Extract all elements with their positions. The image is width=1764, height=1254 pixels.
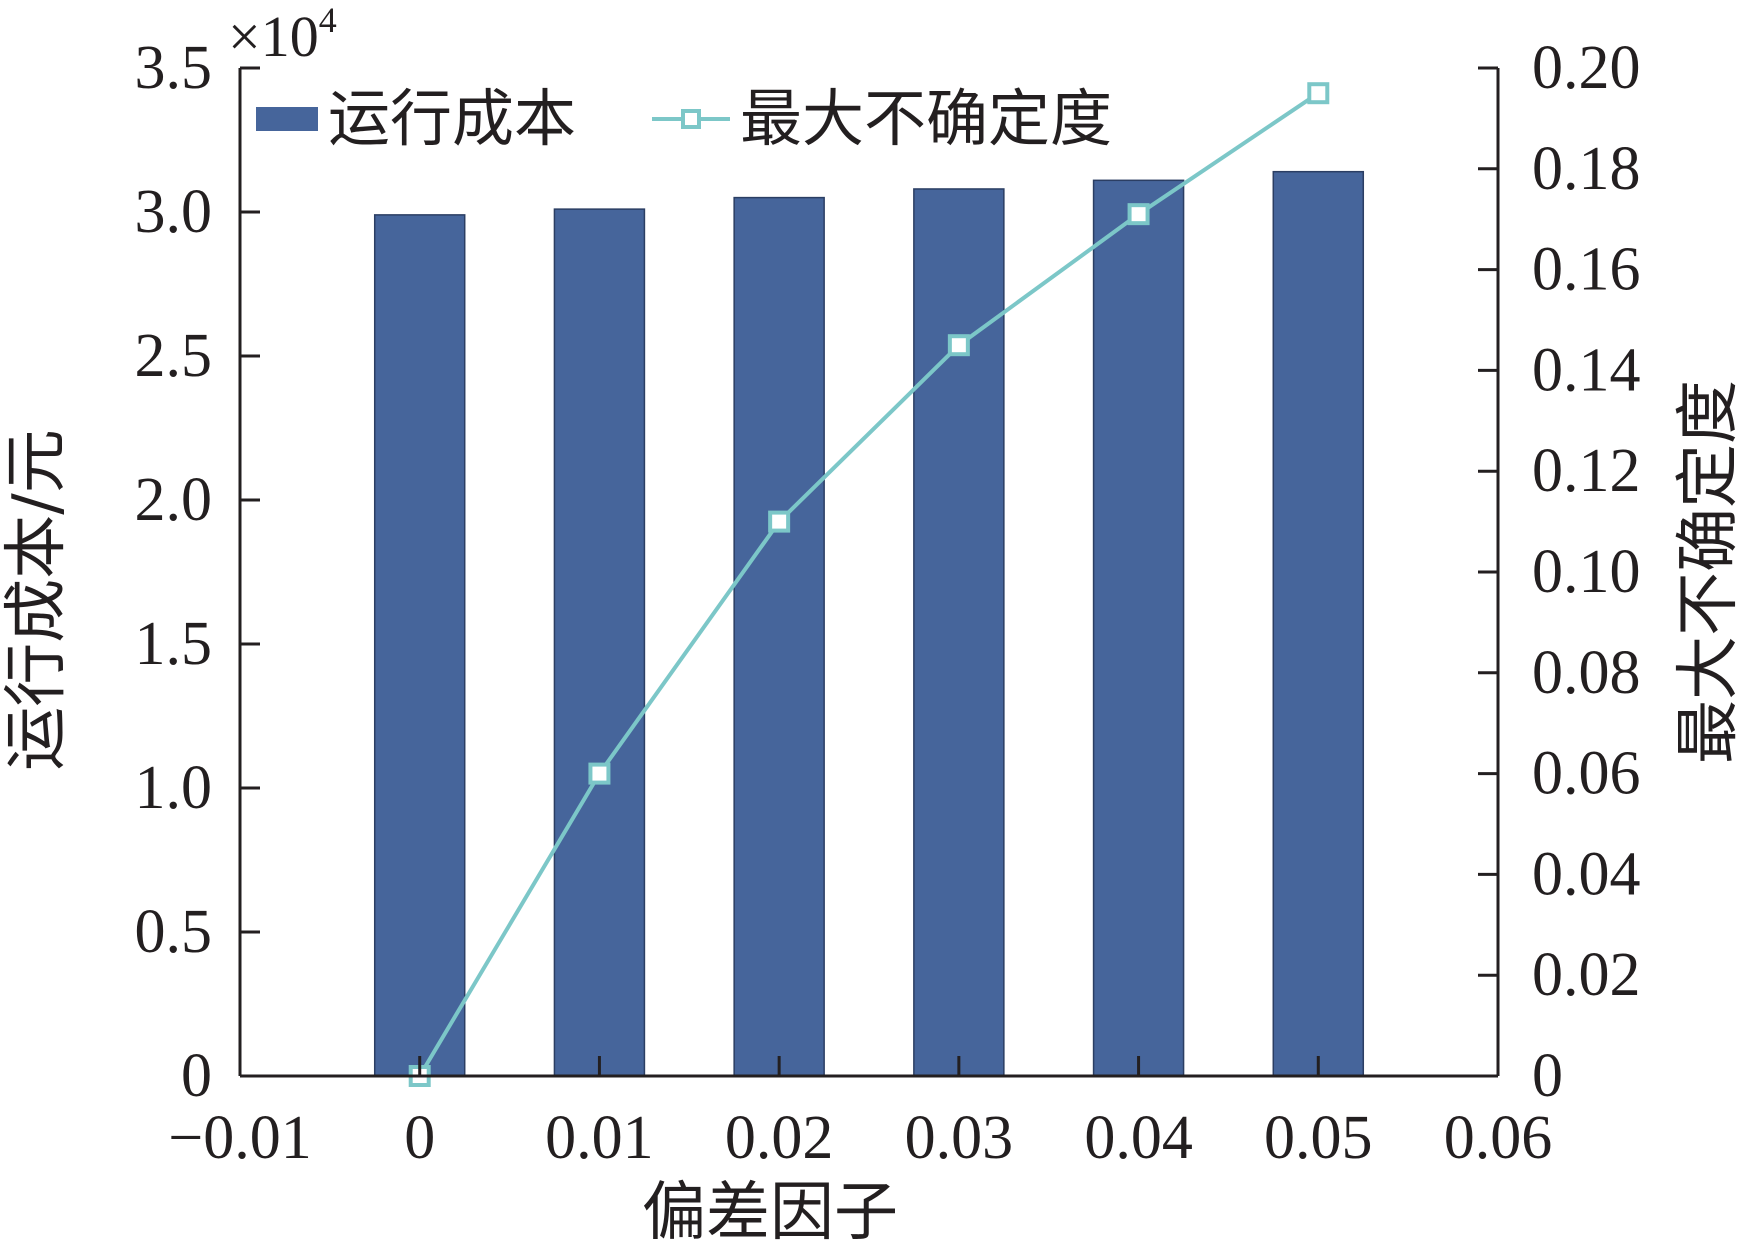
right-tick-label-2: 0.04: [1532, 840, 1641, 908]
plot-area: 0 0.5 1.0 1.5 2.0 2.5 3.0 3.5 0 0.02 0.04 0.06 0.08 0…: [135, 34, 1641, 1172]
left-tick-label-7: 3.5: [135, 34, 213, 102]
legend-bar-swatch: [256, 107, 318, 131]
x-tick-label-5: 0.04: [1084, 1104, 1193, 1172]
x-tick-label-0: −0.01: [168, 1104, 311, 1172]
left-tick-label-5: 2.5: [135, 322, 213, 390]
x-tick-label-3: 0.02: [725, 1104, 834, 1172]
x-tick-label-2: 0.01: [545, 1104, 654, 1172]
right-tick-label-1: 0.02: [1532, 941, 1641, 1009]
left-axis-title: 运行成本/元: [0, 429, 74, 771]
legend-line-marker: [681, 109, 701, 129]
left-tick-label-1: 0.5: [135, 898, 213, 966]
bar-2: [733, 196, 825, 1077]
line-point-2: [768, 510, 791, 533]
line-point-1: [588, 762, 611, 785]
legend-bar-label: 运行成本: [328, 82, 576, 155]
right-tick-label-6: 0.12: [1532, 437, 1641, 505]
bar-0: [373, 214, 466, 1077]
right-tick-label-10: 0.20: [1532, 34, 1641, 102]
left-axis-multiplier: ×104: [228, 0, 337, 69]
right-tick-label-0: 0: [1532, 1042, 1563, 1110]
legend: 运行成本 最大不确定度: [256, 82, 1112, 155]
right-tick-label-5: 0.10: [1532, 538, 1641, 606]
right-tick-label-4: 0.08: [1532, 639, 1641, 707]
right-axis-title: 最大不确定度: [1672, 380, 1746, 764]
right-tick-label-9: 0.18: [1532, 135, 1641, 203]
line-point-3: [947, 334, 970, 357]
left-axis-multiplier-exponent: 4: [319, 0, 337, 40]
x-axis-title: 偏差因子: [642, 1176, 898, 1250]
right-tick-label-8: 0.16: [1532, 236, 1641, 304]
left-tick-label-0: 0: [181, 1042, 212, 1110]
bar-5: [1272, 170, 1365, 1077]
bar-series: [373, 170, 1365, 1077]
x-tick-label-7: 0.06: [1444, 1104, 1553, 1172]
right-tick-label-7: 0.14: [1532, 336, 1641, 404]
left-tick-label-2: 1.0: [135, 754, 213, 822]
left-tick-label-3: 1.5: [135, 610, 213, 678]
legend-line-label: 最大不确定度: [740, 82, 1112, 155]
line-series: [408, 82, 1330, 1087]
ticks: 0 0.5 1.0 1.5 2.0 2.5 3.0 3.5 0 0.02 0.04 0.06 0.08 0…: [135, 34, 1641, 1172]
left-tick-label-6: 3.0: [135, 178, 213, 246]
bar-4: [1092, 179, 1185, 1077]
x-tick-label-4: 0.03: [905, 1104, 1014, 1172]
line-path: [417, 91, 1320, 1078]
right-tick-label-3: 0.06: [1532, 740, 1641, 808]
left-tick-label-4: 2.0: [135, 466, 213, 534]
x-tick-label-1: 0: [404, 1104, 435, 1172]
line-point-5: [1307, 82, 1330, 105]
bar-1: [553, 208, 646, 1077]
left-axis-multiplier-base: ×10: [228, 4, 319, 69]
x-tick-label-6: 0.05: [1264, 1104, 1373, 1172]
line-point-4: [1127, 203, 1150, 226]
